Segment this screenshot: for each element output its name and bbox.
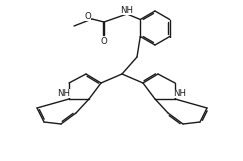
Text: O: O	[101, 37, 107, 46]
Text: O: O	[85, 11, 91, 20]
Text: NH: NH	[174, 89, 186, 98]
Text: NH: NH	[121, 5, 133, 14]
Text: NH: NH	[58, 89, 70, 98]
